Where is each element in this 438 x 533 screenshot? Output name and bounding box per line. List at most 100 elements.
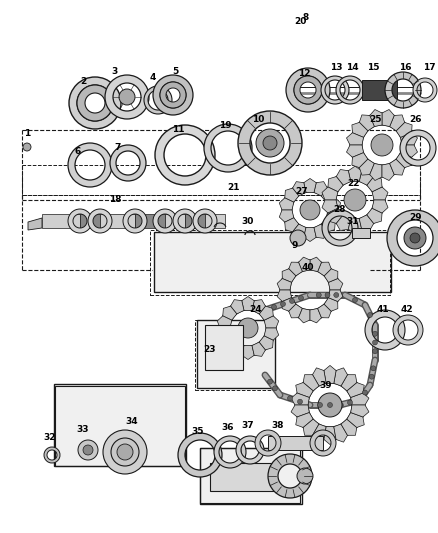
Polygon shape — [293, 182, 306, 196]
Text: 17: 17 — [423, 63, 435, 72]
Polygon shape — [341, 375, 357, 391]
Circle shape — [344, 189, 366, 211]
Text: 11: 11 — [172, 125, 184, 134]
Bar — [200, 448, 302, 504]
Text: 34: 34 — [126, 417, 138, 426]
Polygon shape — [351, 405, 369, 417]
Circle shape — [238, 318, 258, 338]
Polygon shape — [289, 304, 302, 318]
Polygon shape — [328, 290, 343, 302]
Wedge shape — [280, 260, 340, 320]
Polygon shape — [396, 123, 412, 138]
Circle shape — [83, 445, 93, 455]
Wedge shape — [105, 75, 149, 119]
Wedge shape — [385, 72, 421, 108]
Wedge shape — [400, 130, 436, 166]
Bar — [100, 214, 135, 228]
Wedge shape — [238, 111, 302, 175]
Circle shape — [325, 293, 330, 297]
Text: 12: 12 — [298, 69, 310, 77]
Polygon shape — [296, 413, 313, 427]
Polygon shape — [289, 262, 302, 276]
Polygon shape — [217, 328, 232, 340]
Bar — [205, 325, 243, 370]
Polygon shape — [372, 187, 388, 200]
Polygon shape — [296, 383, 313, 398]
Polygon shape — [372, 200, 388, 213]
Polygon shape — [282, 269, 296, 282]
Wedge shape — [220, 300, 276, 356]
Text: 1: 1 — [24, 128, 30, 138]
Polygon shape — [259, 306, 273, 320]
Wedge shape — [69, 77, 121, 129]
Circle shape — [371, 366, 376, 371]
Wedge shape — [255, 430, 281, 456]
Wedge shape — [110, 145, 146, 181]
Polygon shape — [336, 169, 351, 185]
Polygon shape — [326, 198, 341, 210]
Circle shape — [290, 298, 294, 303]
Wedge shape — [173, 209, 197, 233]
Wedge shape — [103, 430, 147, 474]
Polygon shape — [303, 419, 319, 435]
Bar — [185, 214, 205, 228]
Circle shape — [299, 295, 304, 301]
Text: 25: 25 — [369, 116, 381, 125]
Circle shape — [318, 402, 322, 408]
Wedge shape — [153, 75, 193, 115]
Polygon shape — [352, 152, 368, 167]
Bar — [150, 230, 390, 295]
Polygon shape — [348, 166, 362, 181]
Bar — [205, 214, 225, 228]
Circle shape — [287, 396, 293, 401]
Polygon shape — [217, 316, 232, 328]
Circle shape — [117, 444, 133, 460]
Text: 8: 8 — [303, 13, 309, 22]
Polygon shape — [285, 218, 299, 232]
Wedge shape — [393, 315, 423, 345]
Circle shape — [328, 402, 332, 408]
Polygon shape — [259, 336, 273, 350]
Bar — [55, 386, 185, 466]
Polygon shape — [324, 366, 336, 383]
Polygon shape — [324, 269, 338, 282]
Text: 31: 31 — [347, 217, 359, 227]
Text: 38: 38 — [272, 421, 284, 430]
Polygon shape — [314, 224, 328, 238]
Polygon shape — [347, 383, 364, 398]
Polygon shape — [347, 413, 364, 427]
Polygon shape — [367, 176, 382, 192]
Circle shape — [272, 304, 276, 310]
Circle shape — [119, 89, 135, 105]
Text: 21: 21 — [227, 183, 239, 192]
Polygon shape — [334, 368, 347, 386]
Polygon shape — [341, 419, 357, 435]
Polygon shape — [322, 187, 338, 200]
Circle shape — [372, 331, 378, 336]
Wedge shape — [336, 76, 364, 104]
Circle shape — [300, 200, 320, 220]
Wedge shape — [193, 209, 217, 233]
Polygon shape — [328, 279, 343, 290]
Circle shape — [272, 386, 278, 391]
Wedge shape — [365, 310, 405, 350]
Bar — [80, 214, 100, 228]
Polygon shape — [230, 342, 244, 357]
Polygon shape — [324, 297, 338, 311]
Circle shape — [363, 390, 367, 395]
Circle shape — [410, 233, 420, 243]
Polygon shape — [348, 219, 362, 234]
Circle shape — [78, 440, 98, 460]
Wedge shape — [160, 82, 186, 108]
Circle shape — [290, 230, 306, 246]
Text: 42: 42 — [401, 305, 413, 314]
Wedge shape — [144, 86, 172, 114]
Wedge shape — [123, 209, 147, 233]
Text: 28: 28 — [334, 206, 346, 214]
Polygon shape — [230, 300, 244, 314]
Circle shape — [353, 297, 357, 303]
Text: 33: 33 — [77, 425, 89, 434]
Wedge shape — [387, 210, 438, 266]
Text: 5: 5 — [172, 68, 178, 77]
Bar — [352, 228, 370, 238]
